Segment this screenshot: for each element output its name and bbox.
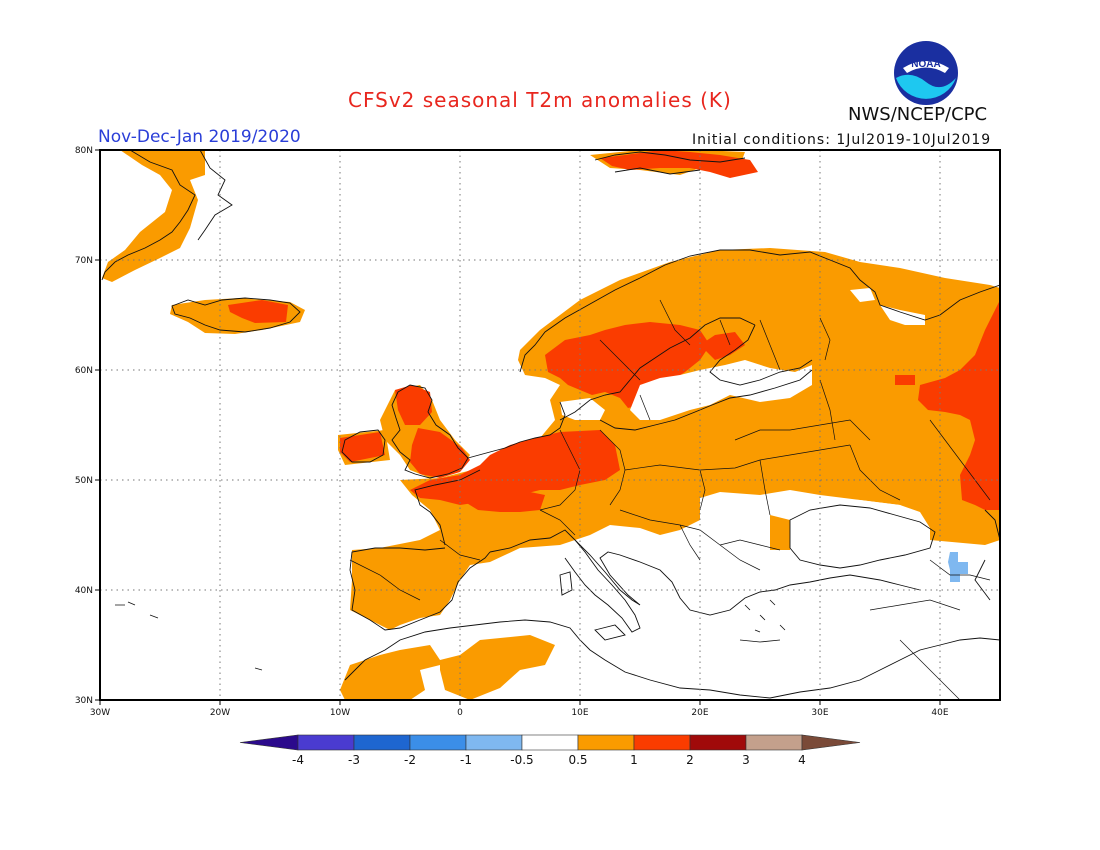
lon-label: 20W — [210, 708, 230, 718]
colorbar-tick-label: 0.5 — [568, 753, 587, 767]
anomaly-minus1-minus0.5-regions — [948, 552, 968, 582]
colorbar-segment — [465, 734, 523, 751]
lon-label: 20E — [691, 708, 708, 718]
anomaly-0.5-1-regions — [102, 150, 1000, 700]
colorbar-segment — [297, 734, 355, 751]
colorbar-tick-label: -3 — [348, 753, 360, 767]
greenland-coast — [101, 150, 196, 281]
baltic-south-coast — [599, 369, 813, 431]
map-frame — [99, 149, 1001, 701]
norway-coast — [519, 249, 826, 373]
russia-warm — [895, 375, 915, 385]
lon-label: 0 — [457, 708, 463, 718]
lon-label: 30W — [90, 708, 110, 718]
colorbar-segment — [745, 734, 803, 751]
north-africa-west-anomaly — [340, 645, 440, 700]
colorbar-tick-label: 1 — [630, 753, 638, 767]
colorbar-segment — [689, 734, 747, 751]
colorbar-segment — [633, 734, 691, 751]
ireland-warm — [340, 432, 385, 462]
caspian-coast — [974, 509, 1000, 601]
colorbar-tick-label: 2 — [686, 753, 694, 767]
finland-coast — [709, 324, 813, 386]
lon-labels: 30W 20W 10W 0 10E 20E 30E 40E — [90, 708, 949, 718]
colorbar-segment — [577, 734, 635, 751]
sweden-coast — [559, 317, 756, 421]
colorbar-tick-label: -0.5 — [510, 753, 533, 767]
north-africa-central-anomaly — [440, 635, 555, 700]
svalbard-coast — [594, 151, 746, 175]
colorbar-arrow-high — [801, 734, 861, 751]
iceland-coast — [171, 297, 301, 333]
map-title: CFSv2 seasonal T2m anomalies (K) — [348, 88, 732, 112]
lat-label: 30N — [75, 696, 93, 706]
colorbar: -4 -3 -2 -1 -0.5 0.5 1 2 3 4 — [239, 734, 861, 767]
lat-label: 40N — [75, 586, 93, 596]
lon-label: 10E — [571, 708, 588, 718]
iceland-warm — [228, 300, 288, 323]
colorbar-tick-label: -2 — [404, 753, 416, 767]
lat-label: 80N — [75, 146, 93, 156]
noaa-logo: NOAA — [894, 41, 958, 105]
russia-east-warm — [918, 300, 1000, 510]
azores-islands — [115, 601, 263, 671]
greenland-anomaly — [102, 150, 205, 282]
france-warm-strip — [465, 490, 545, 512]
svalbard-warm — [600, 150, 758, 178]
graticule — [100, 150, 1000, 700]
russia-north-coast — [824, 257, 1000, 321]
colorbar-tick-label: -1 — [460, 753, 472, 767]
colorbar-tick-label: -4 — [292, 753, 304, 767]
lat-labels: 30N 40N 50N 60N 70N 80N — [75, 146, 93, 706]
med-north-coast — [489, 529, 921, 616]
benelux-germany-warm — [410, 430, 620, 505]
lat-label: 70N — [75, 256, 93, 266]
italy-coast — [564, 539, 641, 633]
north-africa-coast — [344, 619, 1000, 699]
sardinia-coast — [559, 571, 573, 596]
greenland-east-coast — [197, 150, 233, 241]
sicily-coast — [594, 624, 626, 641]
neutral-holes — [560, 288, 930, 550]
anomaly-1-2-regions — [228, 150, 1000, 512]
britain-coast — [391, 384, 469, 479]
forecast-period: Nov-Dec-Jan 2019/2020 — [98, 127, 301, 147]
aegean-islands — [739, 599, 786, 643]
anomaly-fields — [102, 150, 1000, 700]
scotland-warm — [395, 385, 432, 425]
lat-label: 50N — [75, 476, 93, 486]
ireland-coast — [341, 429, 386, 463]
lat-label: 60N — [75, 366, 93, 376]
finland-warm — [700, 332, 745, 360]
whitesea-neutral — [880, 305, 925, 325]
kola-neutral — [850, 288, 875, 302]
tick-marks — [95, 149, 941, 705]
lon-label: 30E — [811, 708, 828, 718]
colorbar-arrow-low — [239, 734, 299, 751]
colorbar-segment — [353, 734, 411, 751]
west-europe-coast — [467, 401, 566, 459]
noaa-logo-text: NOAA — [911, 59, 940, 70]
colorbar-tick-label: 4 — [798, 753, 806, 767]
colorbar-tick-label: 3 — [742, 753, 750, 767]
black-sea-coast — [789, 504, 936, 569]
romania-anomaly — [770, 515, 790, 550]
balkans-neutral — [700, 492, 930, 550]
baltic-neutral — [630, 360, 812, 420]
england-warm — [410, 428, 470, 478]
scandinavia-warm — [545, 322, 710, 408]
colorbar-segment — [409, 734, 467, 751]
agency-label: NWS/NCEP/CPC — [848, 104, 988, 125]
lon-label: 10W — [330, 708, 350, 718]
caucasus-cool — [948, 552, 968, 582]
lon-label: 40E — [931, 708, 948, 718]
initial-conditions: Initial conditions: 1Jul2019-10Jul2019 — [692, 132, 992, 148]
france-coast — [414, 469, 481, 546]
europe-main-anomaly — [350, 248, 1000, 630]
colorbar-segment — [521, 734, 579, 751]
